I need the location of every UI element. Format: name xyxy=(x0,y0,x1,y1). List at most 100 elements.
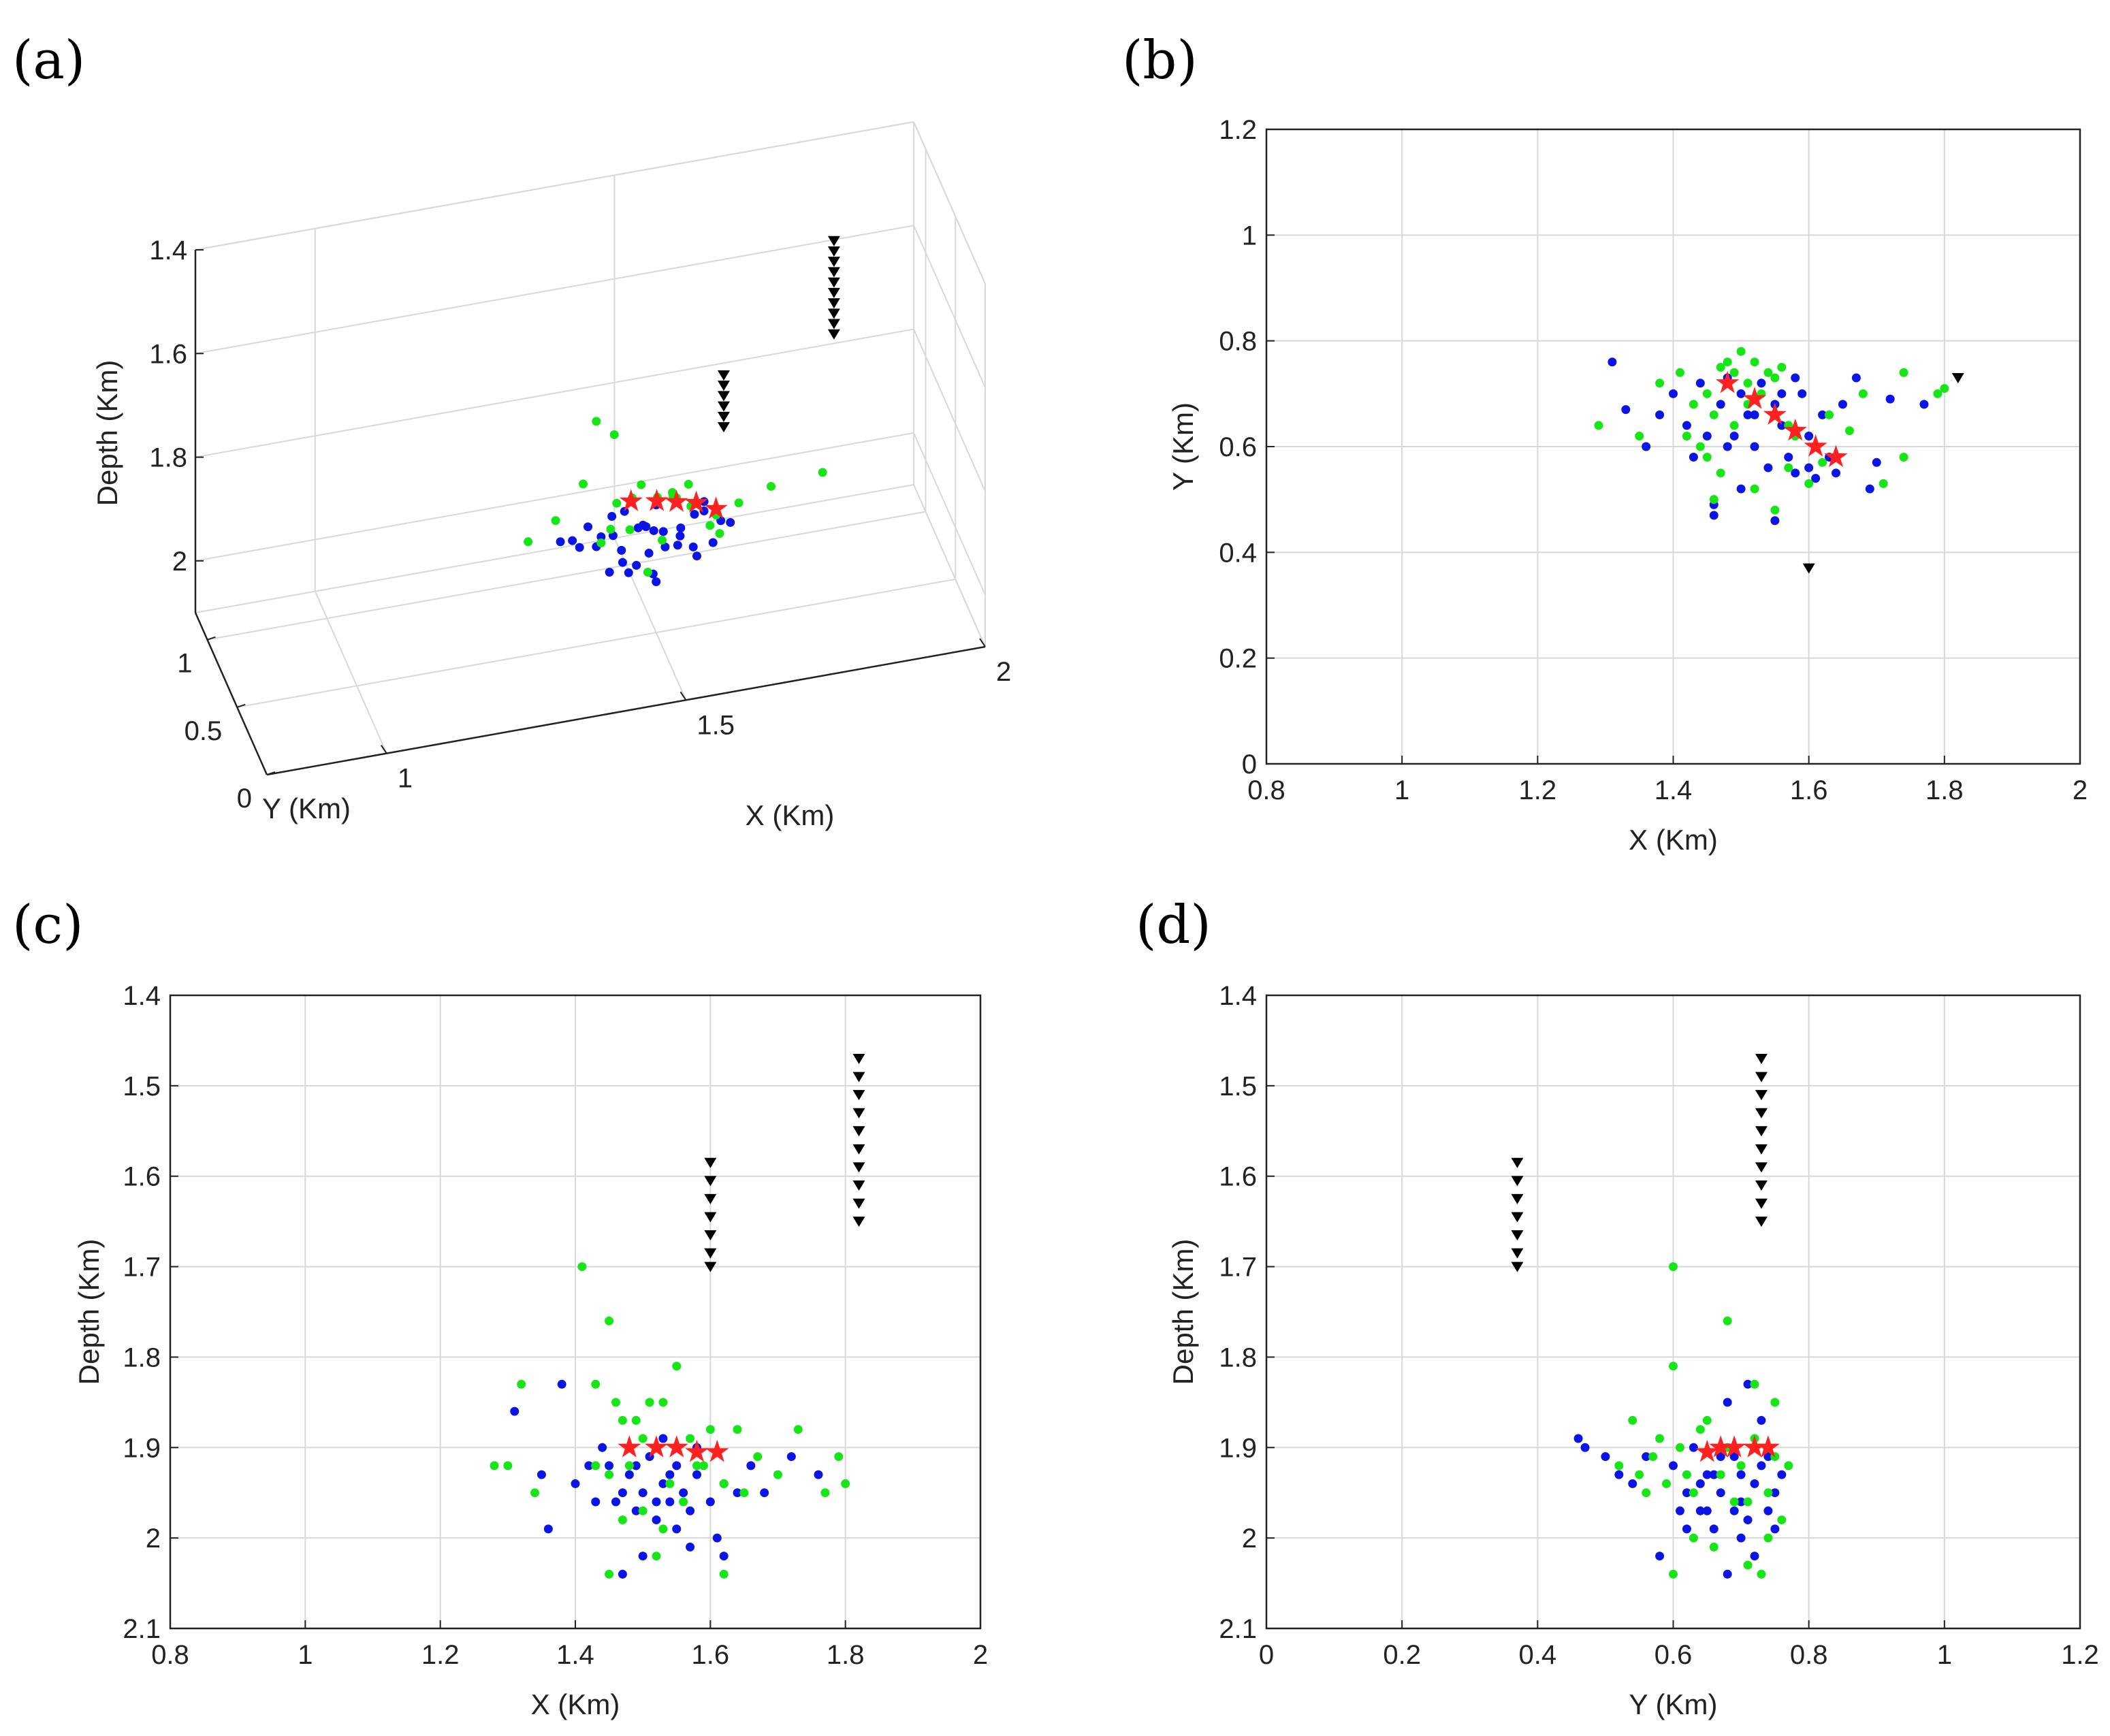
y-tick-label: 1 xyxy=(177,649,192,679)
green-event-point xyxy=(733,1425,742,1434)
blue-event-point xyxy=(1777,1470,1787,1479)
blue-event-point xyxy=(1709,511,1719,520)
receiver-triangle xyxy=(1755,1162,1768,1173)
blue-event-point xyxy=(1784,453,1793,462)
floor-y-gridline xyxy=(207,511,926,641)
green-event-point xyxy=(618,1515,627,1525)
receiver-triangle xyxy=(852,1108,865,1119)
y-tick-label: 1.6 xyxy=(1219,1162,1257,1192)
blue-event-point xyxy=(543,1524,553,1534)
green-event-point xyxy=(1716,468,1725,478)
blue-event-point xyxy=(1689,453,1698,462)
blue-event-point xyxy=(1702,431,1712,440)
receiver-triangle xyxy=(1511,1248,1524,1259)
blue-event-point xyxy=(624,568,633,577)
series-receivers-1 xyxy=(1511,1157,1524,1272)
blue-event-point xyxy=(631,1461,641,1470)
blue-event-point xyxy=(1757,1461,1766,1470)
blue-event-point xyxy=(1763,463,1773,472)
red-star-point xyxy=(1763,402,1787,425)
blue-event-point xyxy=(1818,410,1827,419)
series-receivers-2 xyxy=(704,1157,717,1272)
blue-event-point xyxy=(1736,1533,1746,1543)
green-event-point xyxy=(1784,1461,1793,1470)
blue-event-point xyxy=(660,542,670,551)
panel-c-label: (c) xyxy=(12,895,84,956)
green-event-point xyxy=(1770,373,1780,383)
blue-event-point xyxy=(1642,442,1651,451)
series-receivers-2 xyxy=(717,370,730,433)
green-event-point xyxy=(1702,453,1712,462)
red-star-point xyxy=(645,489,669,511)
blue-event-point xyxy=(631,1506,641,1515)
green-event-point xyxy=(1702,389,1712,398)
blue-event-point xyxy=(1770,1524,1780,1534)
y-tick-label: 0.4 xyxy=(1219,538,1257,568)
receiver-triangle xyxy=(717,401,730,412)
y-tick-label: 1.4 xyxy=(123,981,161,1011)
blue-event-point xyxy=(1757,1415,1766,1425)
receiver-triangle xyxy=(852,1144,865,1155)
green-event-point xyxy=(1777,1515,1787,1525)
green-event-point xyxy=(1729,421,1739,430)
receiver-triangle xyxy=(852,1126,865,1137)
green-event-point xyxy=(1669,1262,1678,1272)
blue-event-point xyxy=(596,532,606,541)
green-event-point xyxy=(605,1316,614,1325)
green-event-point xyxy=(1899,368,1908,377)
blue-event-point xyxy=(1885,394,1895,404)
blue-event-point xyxy=(1763,1452,1773,1462)
red-star-point xyxy=(644,1435,669,1458)
blue-event-point xyxy=(708,538,718,547)
receiver-triangle xyxy=(852,1198,865,1209)
blue-event-point xyxy=(1709,1470,1719,1479)
green-event-point xyxy=(631,1415,641,1425)
x-tick-label: 1 xyxy=(398,764,413,794)
green-event-point xyxy=(793,1425,803,1434)
receiver-triangle xyxy=(827,246,840,257)
blue-event-point xyxy=(1695,379,1705,388)
blue-event-point xyxy=(624,1470,634,1479)
blue-event-point xyxy=(1743,410,1753,419)
y-tick-label: 1 xyxy=(1242,221,1257,251)
x-tick-label: 0.2 xyxy=(1383,1640,1421,1670)
green-event-point xyxy=(1729,1497,1739,1507)
y-tick-label: 0.8 xyxy=(1219,327,1257,357)
blue-event-point xyxy=(719,1552,729,1561)
green-event-point xyxy=(841,1479,850,1488)
blue-event-point xyxy=(672,1524,682,1534)
blue-event-point xyxy=(733,1488,742,1498)
blue-event-point xyxy=(1750,442,1759,451)
blue-event-point xyxy=(649,526,658,535)
receiver-triangle xyxy=(1755,1198,1768,1209)
red-star-point xyxy=(665,489,688,512)
green-event-point xyxy=(1933,389,1943,398)
green-event-point xyxy=(1709,1542,1719,1552)
green-event-point xyxy=(1763,1533,1773,1543)
blue-event-point xyxy=(591,1497,601,1507)
series-red-stars xyxy=(1716,370,1848,468)
blue-event-point xyxy=(1621,405,1631,415)
blue-event-point xyxy=(1736,1470,1746,1479)
green-event-point xyxy=(1858,389,1868,398)
x-tick-label: 0.8 xyxy=(1247,775,1285,805)
blue-event-point xyxy=(1669,1461,1678,1470)
red-star-point xyxy=(1742,387,1767,409)
box-edge xyxy=(913,121,986,285)
blue-event-point xyxy=(726,517,735,527)
floor-x-gridline xyxy=(314,591,387,754)
blue-event-point xyxy=(1723,442,1732,451)
blue-event-point xyxy=(644,549,654,558)
blue-event-point xyxy=(672,1461,682,1470)
y-tick-label: 1.8 xyxy=(1219,1343,1257,1372)
x-tick-label: 1.2 xyxy=(1519,775,1557,805)
receiver-triangle xyxy=(717,422,730,433)
x-axis-label: X (Km) xyxy=(746,799,835,831)
x-tick-label: 1.4 xyxy=(556,1640,594,1670)
red-star-point xyxy=(1723,1435,1746,1458)
red-star-point xyxy=(1742,1435,1767,1458)
green-event-point xyxy=(1695,442,1705,451)
blue-event-point xyxy=(638,520,648,530)
side-wall-z-gridline xyxy=(913,432,986,596)
